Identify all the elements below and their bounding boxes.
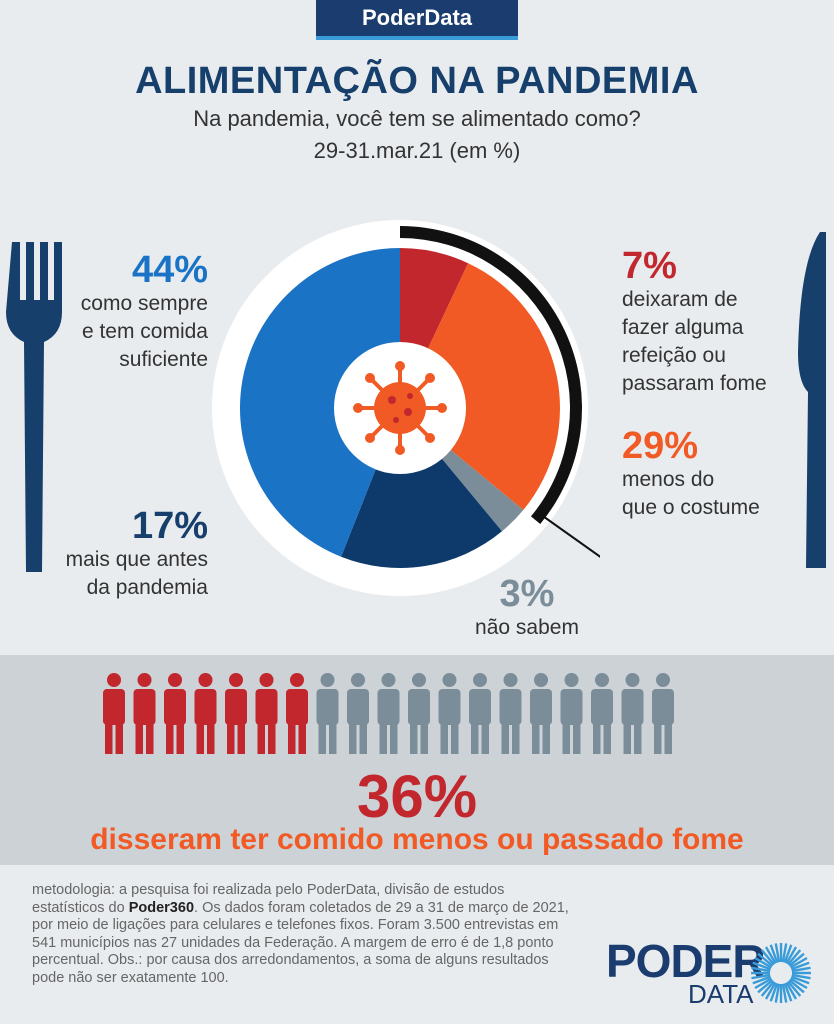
page-title: ALIMENTAÇÃO NA PANDEMIA [135, 60, 699, 102]
poderdata-logo: PODER DATA [606, 936, 826, 1016]
person-icon [316, 673, 339, 754]
label-7: 7% deixaram de fazer alguma refeição ou … [622, 246, 792, 398]
pct-7: 7% [622, 245, 677, 287]
label-44-line2: e tem comida [81, 320, 208, 343]
label-29: 29% menos do que o costume [622, 426, 792, 522]
person-icon [103, 673, 125, 754]
pct-17: 17% [131, 505, 208, 547]
pct-29: 29% [622, 425, 699, 467]
label-7-line2: fazer alguma [622, 316, 744, 339]
label-44-line1: como sempre [80, 292, 208, 315]
person-icon [621, 673, 644, 754]
person-icon [408, 673, 430, 754]
label-17-line1: mais que antes [65, 548, 208, 571]
label-44-line3: suficiente [119, 348, 208, 371]
person-icon [164, 673, 186, 754]
summary-text: disseram ter comido menos ou passado fom… [90, 823, 744, 856]
label-29-line2: que o costume [622, 496, 760, 519]
person-icon [591, 673, 613, 754]
label-7-line3: refeição ou [622, 344, 726, 367]
pie-slice-1 [400, 263, 560, 510]
pct-3: 3% [499, 573, 555, 615]
label-7-line4: passaram fome [622, 372, 767, 395]
sunburst-icon [751, 943, 811, 1003]
person-icon [652, 673, 674, 754]
logo-poder: PODER [606, 935, 766, 987]
person-icon [194, 673, 217, 754]
person-icon [225, 673, 247, 754]
pct-44: 44% [131, 249, 208, 291]
pie-slice-4 [239, 248, 400, 557]
label-17-line2: da pandemia [86, 576, 208, 599]
pie-slice-3 [341, 408, 502, 568]
knife-icon [798, 232, 826, 568]
label-7-line1: deixaram de [622, 288, 738, 311]
label-17: 17% mais que antes da pandemia [20, 506, 208, 602]
survey-date: 29-31.mar.21 (em %) [313, 138, 521, 163]
method-part1: metodologia: a pesquisa foi realizada pe… [32, 882, 505, 916]
fork-icon [6, 242, 62, 572]
label-44: 44% como sempre e tem comida suficiente [20, 250, 208, 374]
person-icon [255, 673, 278, 754]
brand-tab: PoderData [316, 0, 518, 40]
method-part2: . Os dados foram coletados de 29 a 31 de… [32, 899, 569, 986]
person-icon [286, 673, 308, 754]
person-icon [133, 673, 156, 754]
people-pictogram [103, 673, 674, 754]
pie-chart [212, 220, 600, 596]
person-icon [438, 673, 461, 754]
person-icon [499, 673, 522, 754]
person-icon [469, 673, 491, 754]
label-3-line1: não sabem [475, 616, 579, 639]
person-icon [347, 673, 369, 754]
highlight-bracket [400, 226, 582, 525]
method-bold: Poder360 [128, 899, 195, 916]
methodology-note: metodologia: a pesquisa foi realizada pe… [32, 882, 572, 987]
person-icon [530, 673, 552, 754]
logo-data: DATA [688, 979, 754, 1009]
question: Na pandemia, você tem se alimentado como… [193, 106, 641, 131]
person-icon [560, 673, 583, 754]
person-icon [377, 673, 400, 754]
label-29-line1: menos do [622, 468, 715, 491]
summary-value: 36% [356, 763, 478, 830]
label-3: 3% não sabem [462, 574, 592, 642]
virus-icon [353, 361, 447, 455]
